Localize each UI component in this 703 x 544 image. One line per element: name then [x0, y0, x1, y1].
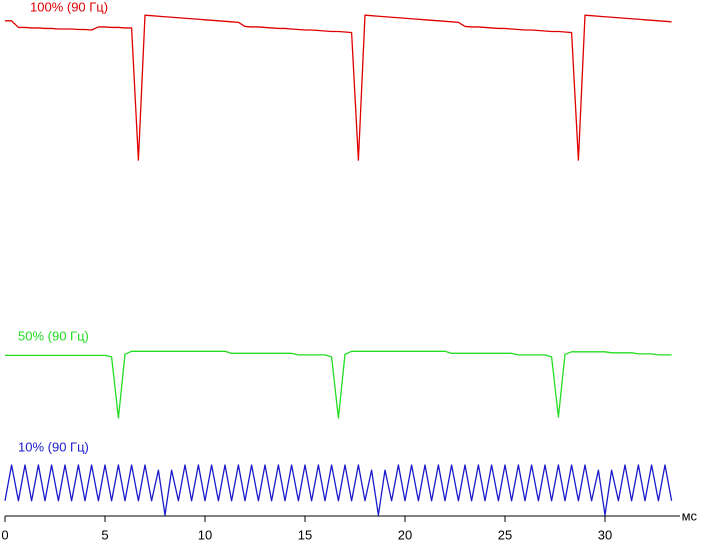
series-label: 100% (90 Гц)	[30, 0, 108, 14]
x-tick-label: 20	[398, 527, 412, 542]
x-tick-label: 0	[1, 527, 8, 542]
x-unit: мс	[682, 508, 698, 523]
x-tick-label: 30	[598, 527, 612, 542]
trace	[5, 14, 672, 161]
trace	[4, 464, 673, 516]
series-label: 10% (90 Гц)	[18, 439, 89, 454]
trace	[5, 350, 672, 419]
series-label: 50% (90 Гц)	[18, 328, 89, 343]
x-tick-label: 15	[298, 527, 312, 542]
x-tick-label: 5	[101, 527, 108, 542]
x-tick-label: 25	[498, 527, 512, 542]
x-tick-label: 10	[198, 527, 212, 542]
